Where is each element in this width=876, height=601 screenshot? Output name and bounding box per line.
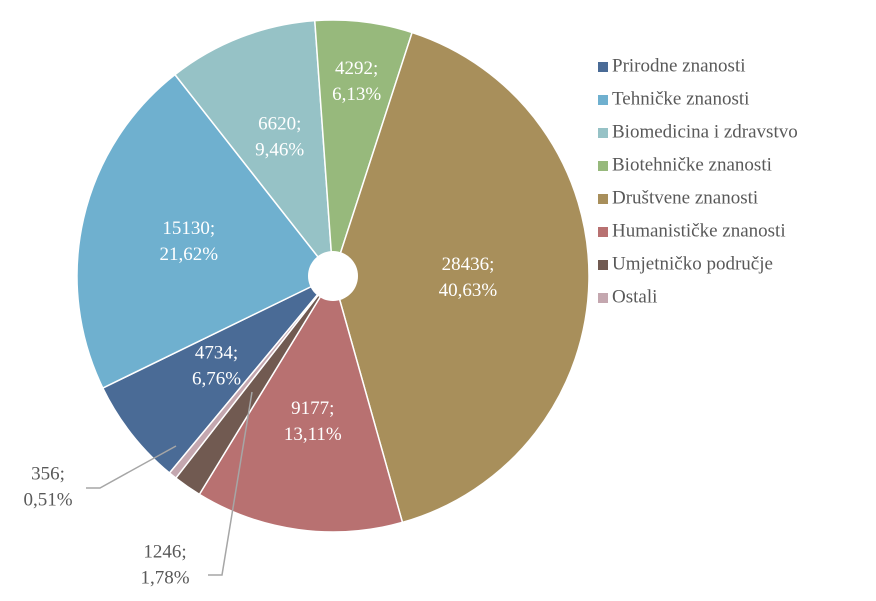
legend-label: Društvene znanosti bbox=[612, 187, 758, 208]
data-label: 6620; bbox=[258, 113, 301, 134]
data-label: 1246; bbox=[143, 541, 186, 562]
data-label: 4292; bbox=[335, 58, 378, 79]
pie-slice bbox=[76, 73, 335, 390]
legend-swatch bbox=[598, 128, 608, 138]
data-label: 40,63% bbox=[439, 280, 498, 301]
legend-label: Prirodne znanosti bbox=[612, 55, 746, 76]
legend-swatch bbox=[598, 194, 608, 204]
legend-swatch bbox=[598, 260, 608, 270]
pie-slice bbox=[332, 31, 590, 524]
legend-swatch bbox=[598, 293, 608, 303]
data-label: 356; bbox=[31, 463, 65, 484]
data-label: 9,46% bbox=[255, 139, 304, 160]
leader-line bbox=[86, 445, 177, 489]
legend-swatch bbox=[598, 161, 608, 171]
data-label: 6,13% bbox=[332, 84, 381, 105]
data-label: 4734; bbox=[195, 343, 238, 364]
data-label: 28436; bbox=[442, 254, 495, 275]
pie-slice bbox=[101, 275, 334, 475]
data-label: 0,51% bbox=[23, 489, 72, 510]
legend-swatch bbox=[598, 95, 608, 105]
legend-label: Biotehničke znanosti bbox=[612, 154, 772, 175]
pie-slice bbox=[173, 19, 334, 279]
data-label: 9177; bbox=[291, 398, 334, 419]
legend-label: Umjetničko područje bbox=[612, 253, 773, 274]
data-label: 15130; bbox=[162, 218, 215, 239]
data-label: 13,11% bbox=[284, 424, 342, 445]
legend-swatch bbox=[598, 227, 608, 237]
legend-label: Humanističke znanosti bbox=[612, 220, 786, 241]
legend-label: Ostali bbox=[612, 286, 657, 307]
pie-hole bbox=[308, 251, 358, 301]
legend-label: Tehničke znanosti bbox=[612, 88, 749, 109]
data-label: 6,76% bbox=[192, 369, 241, 390]
data-label: 21,62% bbox=[159, 244, 218, 265]
pie-slice bbox=[168, 275, 334, 480]
leader-line bbox=[208, 391, 253, 576]
legend-label: Biomedicina i zdravstvo bbox=[612, 121, 798, 142]
legend-swatch bbox=[598, 62, 608, 72]
pie-slice bbox=[198, 274, 404, 533]
data-label: 1,78% bbox=[140, 567, 189, 588]
